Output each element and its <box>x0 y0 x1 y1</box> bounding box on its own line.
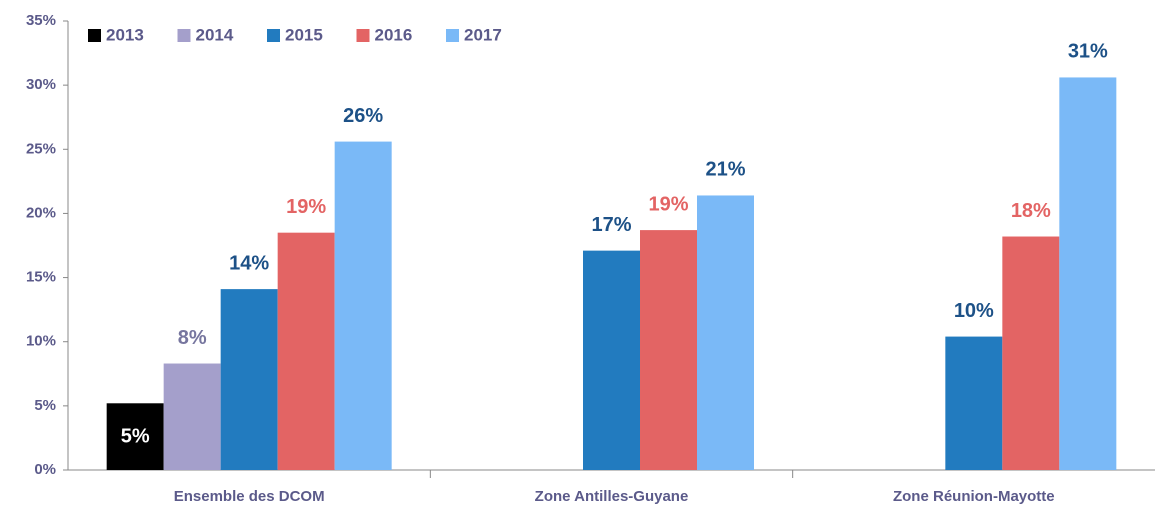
value-label: 19% <box>648 193 688 215</box>
legend-swatch <box>446 29 459 42</box>
legend-label: 2015 <box>285 25 323 44</box>
y-tick-label: 10% <box>26 333 56 350</box>
x-tick-label: Zone Antilles-Guyane <box>535 488 689 505</box>
legend-swatch <box>356 29 370 42</box>
y-tick-label: 0% <box>34 461 56 478</box>
value-label: 31% <box>1068 41 1108 63</box>
value-label: 19% <box>286 196 326 218</box>
bar <box>1059 77 1117 471</box>
bar <box>163 363 221 470</box>
bar <box>220 289 278 470</box>
y-tick-label: 25% <box>26 140 56 157</box>
legend-swatch <box>267 29 280 42</box>
value-label: 8% <box>178 327 207 349</box>
bar <box>945 336 1003 470</box>
y-tick-label: 20% <box>26 204 56 221</box>
value-label: 18% <box>1011 200 1051 222</box>
value-label: 10% <box>954 300 994 322</box>
legend-label: 2014 <box>196 25 234 44</box>
bar <box>1002 236 1060 470</box>
legend-label: 2016 <box>375 25 413 44</box>
bar <box>583 250 640 470</box>
bar <box>640 230 697 470</box>
legend-swatch <box>88 29 101 42</box>
x-tick-label: Ensemble des DCOM <box>174 488 325 505</box>
value-label: 5% <box>121 426 150 448</box>
value-label: 21% <box>705 159 745 181</box>
value-label: 17% <box>591 214 631 236</box>
y-tick-label: 35% <box>26 12 56 29</box>
bar <box>334 141 392 471</box>
bar <box>106 403 164 470</box>
value-label: 14% <box>229 252 269 274</box>
bar <box>697 195 754 470</box>
y-tick-label: 15% <box>26 269 56 286</box>
legend-label: 2017 <box>464 25 502 44</box>
legend-swatch <box>177 29 191 42</box>
x-tick-label: Zone Réunion-Mayotte <box>893 488 1055 505</box>
bar <box>277 232 335 470</box>
y-tick-label: 30% <box>26 76 56 93</box>
y-tick-label: 5% <box>34 397 56 414</box>
legend-label: 2013 <box>106 25 144 44</box>
value-label: 26% <box>343 105 383 127</box>
